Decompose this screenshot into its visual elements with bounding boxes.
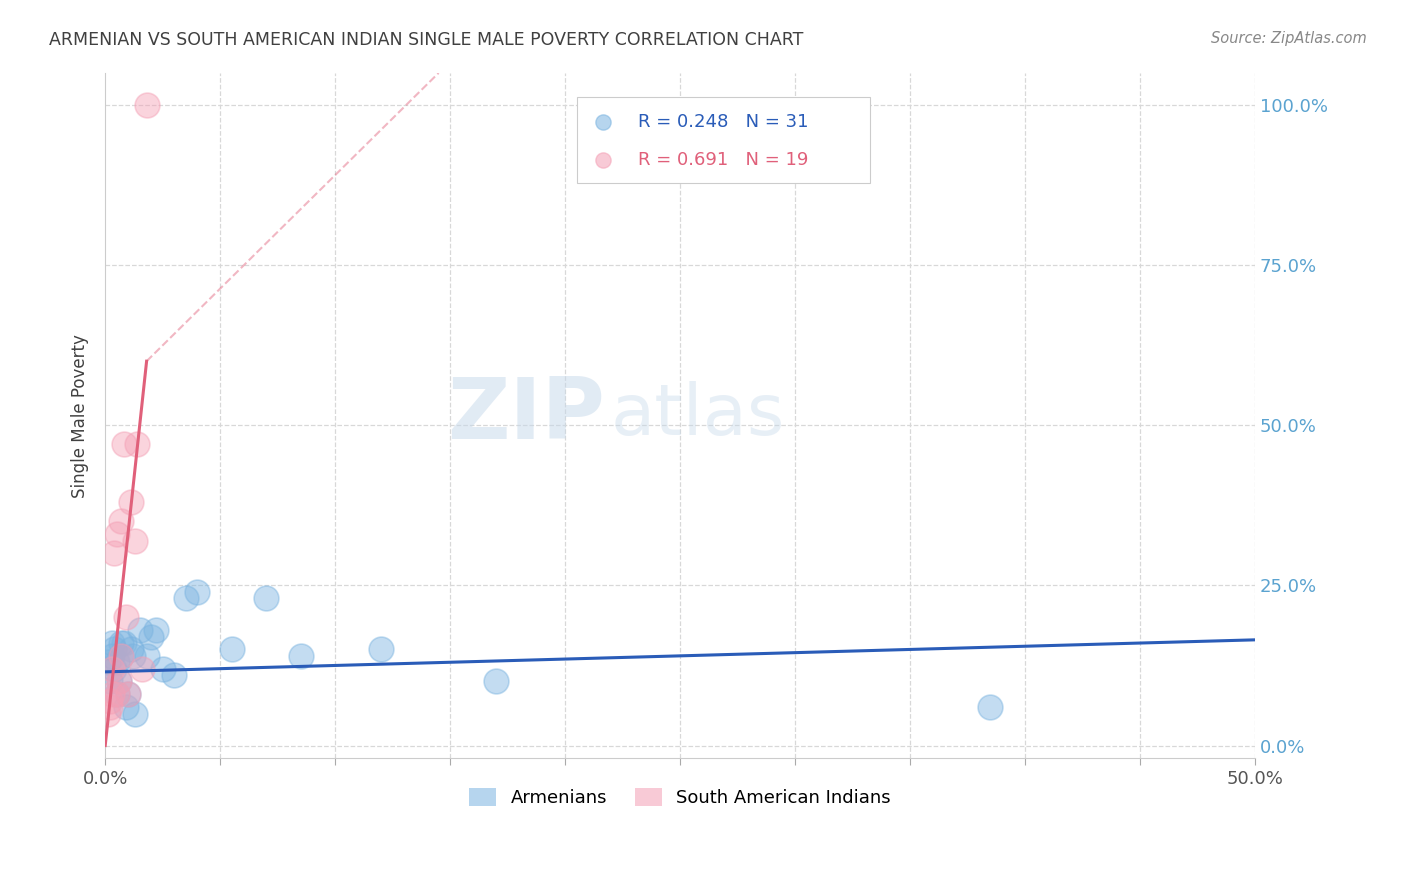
Point xyxy=(98,700,121,714)
Point xyxy=(120,495,142,509)
Point xyxy=(98,674,121,689)
Point xyxy=(120,642,142,657)
Point xyxy=(101,636,124,650)
Point xyxy=(152,662,174,676)
Point xyxy=(110,514,132,528)
Point xyxy=(96,655,118,669)
Point xyxy=(127,437,149,451)
Point xyxy=(979,700,1001,714)
Point xyxy=(141,630,163,644)
Point xyxy=(117,687,139,701)
Point xyxy=(110,636,132,650)
Point xyxy=(174,591,197,606)
Point xyxy=(96,706,118,721)
Point xyxy=(131,662,153,676)
Point xyxy=(485,674,508,689)
Point xyxy=(101,648,124,663)
Point xyxy=(124,706,146,721)
Text: ARMENIAN VS SOUTH AMERICAN INDIAN SINGLE MALE POVERTY CORRELATION CHART: ARMENIAN VS SOUTH AMERICAN INDIAN SINGLE… xyxy=(49,31,804,49)
Point xyxy=(124,533,146,548)
Point xyxy=(163,668,186,682)
Point xyxy=(105,687,128,701)
Text: ZIP: ZIP xyxy=(447,374,606,458)
Point xyxy=(112,437,135,451)
Point xyxy=(105,687,128,701)
FancyBboxPatch shape xyxy=(576,97,870,183)
Point xyxy=(112,636,135,650)
Point xyxy=(117,687,139,701)
Text: Source: ZipAtlas.com: Source: ZipAtlas.com xyxy=(1211,31,1367,46)
Point xyxy=(108,674,131,689)
Point xyxy=(115,700,138,714)
Point xyxy=(121,648,143,663)
Legend: Armenians, South American Indians: Armenians, South American Indians xyxy=(463,780,898,814)
Point xyxy=(135,98,157,112)
Point xyxy=(108,674,131,689)
Point xyxy=(221,642,243,657)
Point xyxy=(98,694,121,708)
Point xyxy=(145,624,167,638)
Point xyxy=(128,624,150,638)
Text: R = 0.691   N = 19: R = 0.691 N = 19 xyxy=(637,151,808,169)
Y-axis label: Single Male Poverty: Single Male Poverty xyxy=(72,334,89,498)
Point xyxy=(103,642,125,657)
Point xyxy=(105,527,128,541)
Point xyxy=(110,648,132,663)
Point xyxy=(105,655,128,669)
Point xyxy=(101,687,124,701)
Point xyxy=(290,648,312,663)
Point xyxy=(103,662,125,676)
Point xyxy=(101,662,124,676)
Point xyxy=(186,584,208,599)
Text: R = 0.248   N = 31: R = 0.248 N = 31 xyxy=(637,113,808,131)
Text: atlas: atlas xyxy=(612,381,786,450)
Point xyxy=(110,648,132,663)
Point xyxy=(115,610,138,624)
Point xyxy=(103,546,125,560)
Point xyxy=(135,648,157,663)
Point xyxy=(254,591,277,606)
Point xyxy=(370,642,392,657)
